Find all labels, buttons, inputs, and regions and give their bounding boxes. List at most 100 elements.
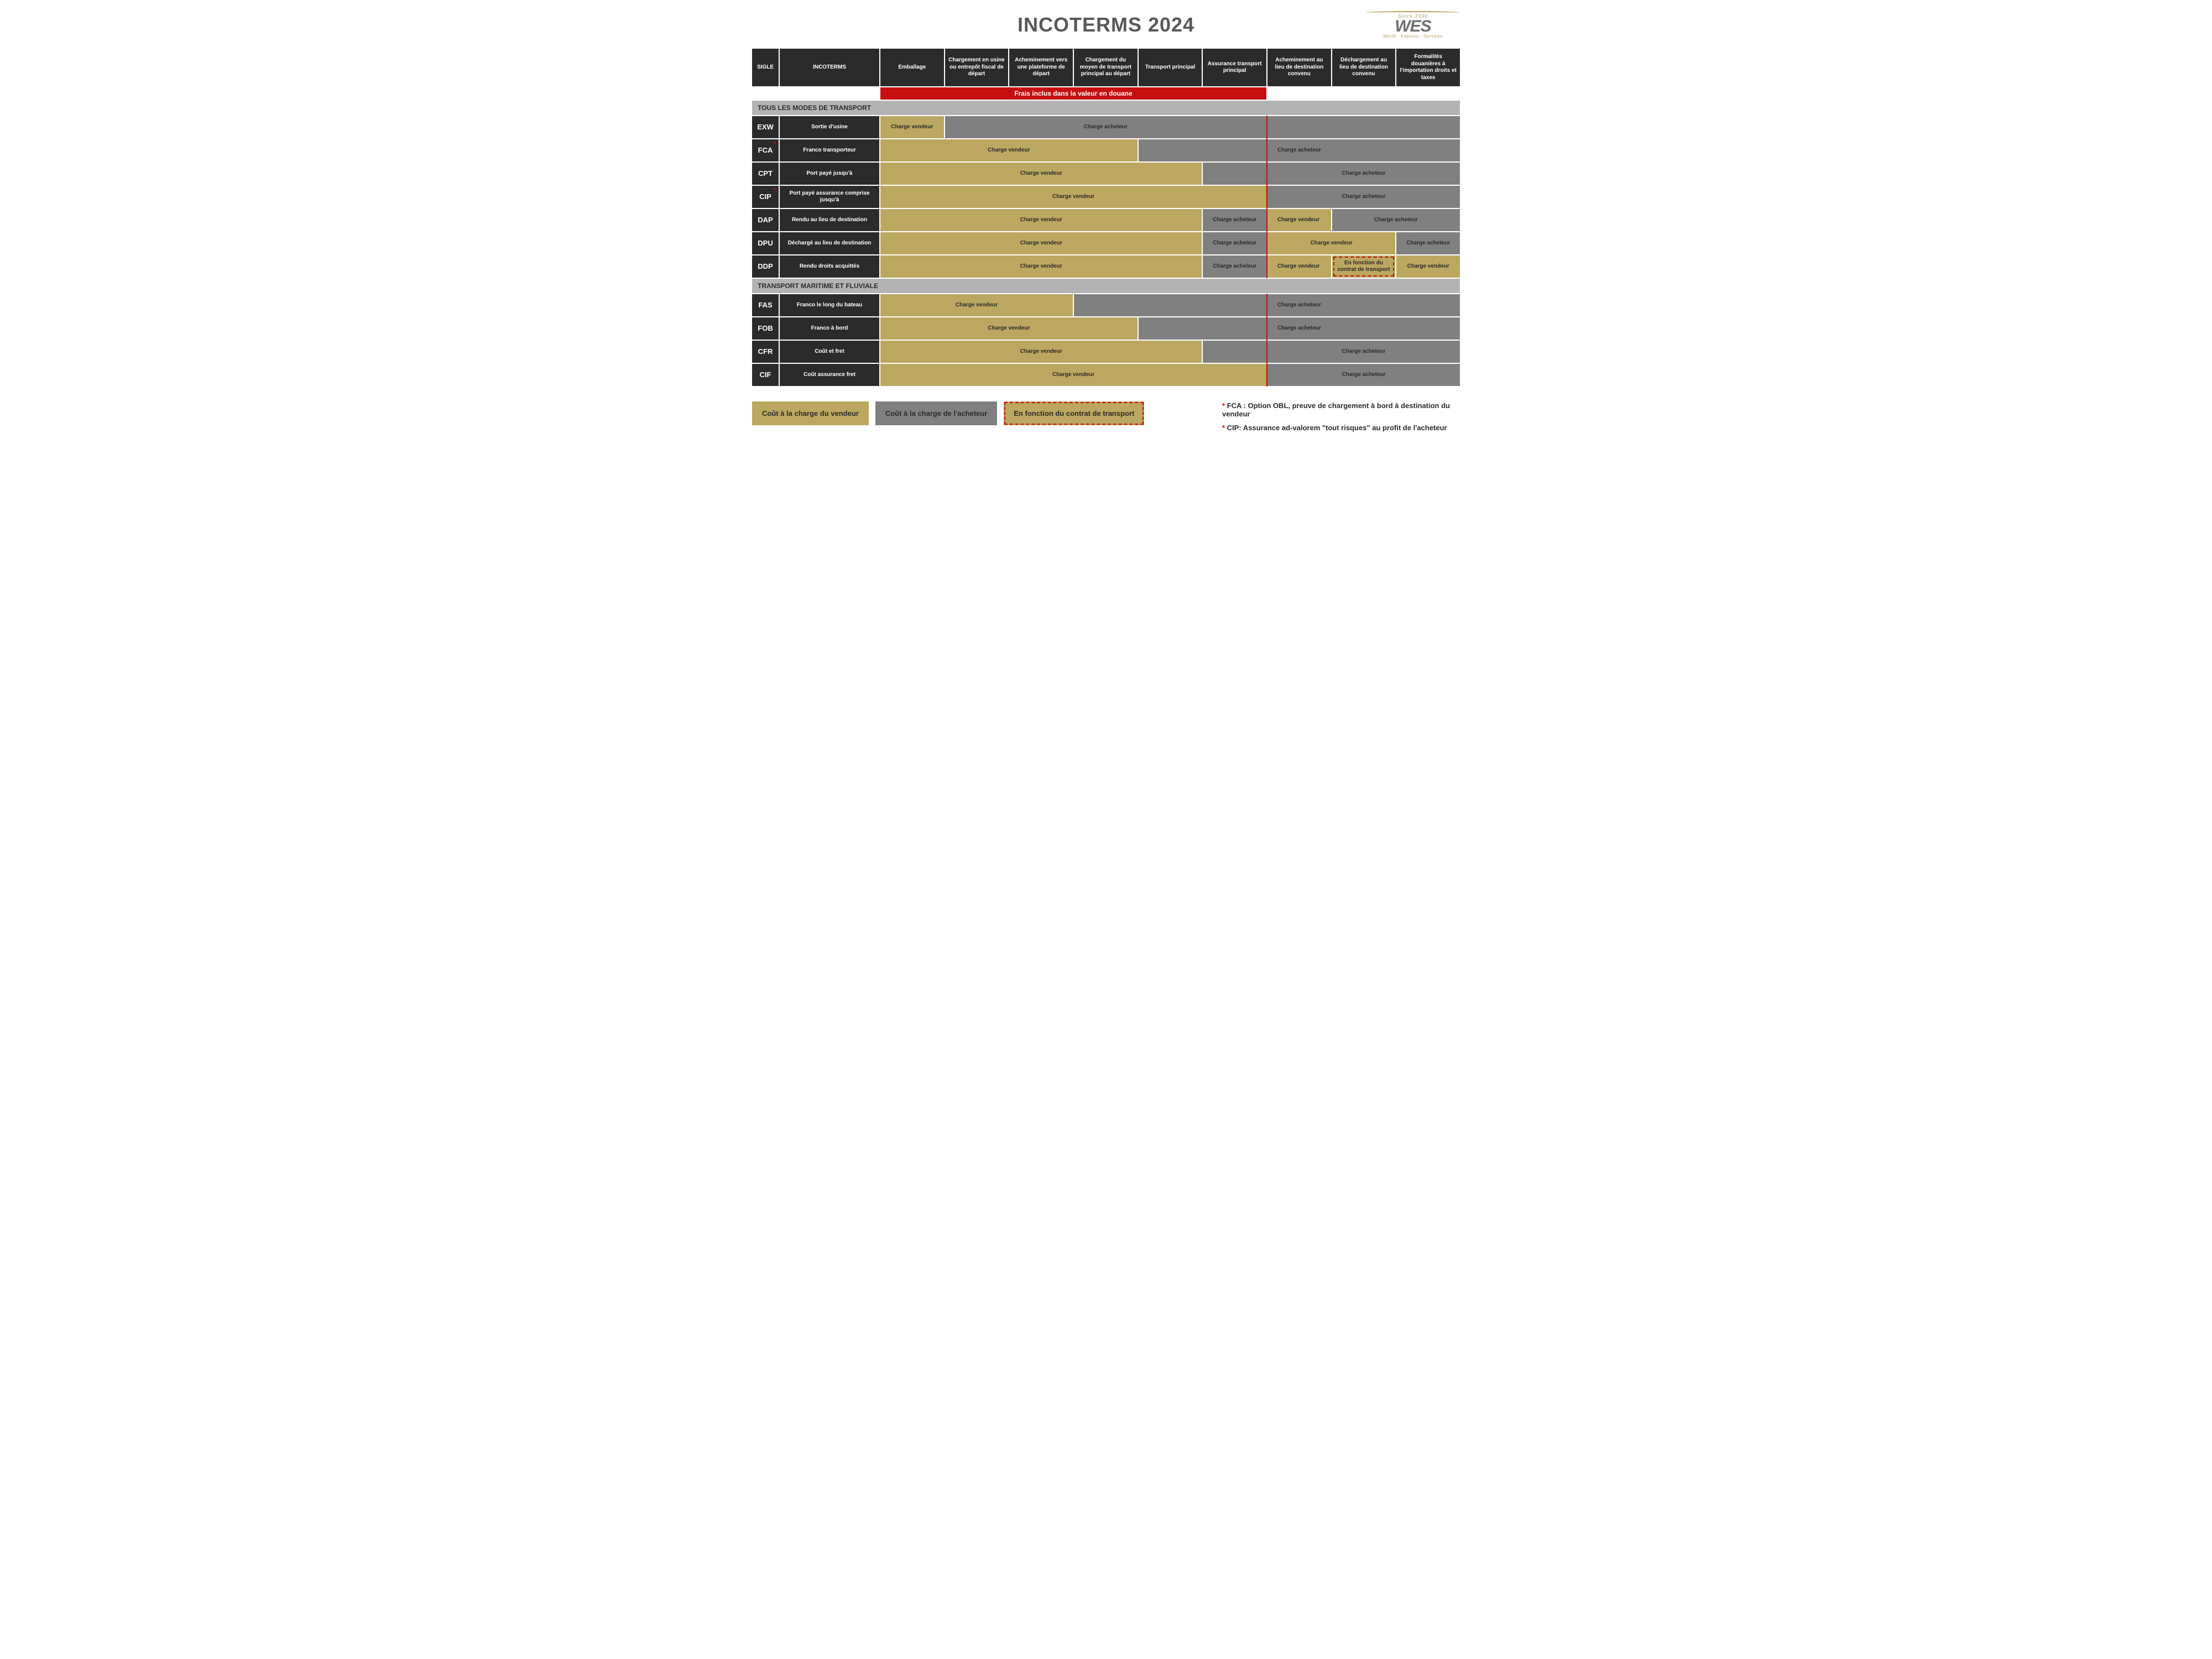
- sigle-fas: FAS: [752, 294, 779, 316]
- exw-c1: Charge vendeur: [880, 116, 944, 138]
- term-cif: Coût assurance fret: [780, 364, 879, 386]
- cip-c7-9: Charge acheteur: [1267, 186, 1460, 208]
- cfr-c1-5: Charge vendeur: [880, 341, 1202, 363]
- asterisk-icon: *: [1222, 424, 1227, 432]
- sigle-fca: FCA*: [752, 139, 779, 161]
- term-fas: Franco le long du bateau: [780, 294, 879, 316]
- term-exw: Sortie d'usine: [780, 116, 879, 138]
- sigle-exw: EXW: [752, 116, 779, 138]
- footnote-fca: FCA : Option OBL, preuve de chargement à…: [1222, 401, 1450, 418]
- term-cip: Port payé assurance comprise jusqu'à: [780, 186, 879, 208]
- ddp-c6: Charge acheteur: [1203, 255, 1266, 278]
- sigle-text: CIP: [759, 192, 771, 201]
- col-sigle: SIGLE: [752, 49, 779, 86]
- spacer: [1267, 87, 1460, 100]
- term-fca: Franco transporteur: [780, 139, 879, 161]
- sigle-text: CPT: [758, 169, 773, 178]
- star-icon: *: [774, 140, 776, 148]
- col-c8: Déchargement au lieu de destination conv…: [1332, 49, 1396, 86]
- fca-c7-9: Charge acheteur: [1267, 139, 1460, 161]
- sigle-cip: CIP*: [752, 186, 779, 208]
- sigle-text: DDP: [758, 262, 773, 271]
- ddp-c1-5: Charge vendeur: [880, 255, 1202, 278]
- legend: Coût à la charge du vendeur Coût à la ch…: [752, 401, 1460, 437]
- dpu-c9: Charge acheteur: [1396, 232, 1460, 254]
- spacer: [752, 87, 879, 100]
- term-cpt: Port payé jusqu'à: [780, 163, 879, 185]
- sigle-ddp: DDP: [752, 255, 779, 278]
- fas-c7-9: Charge acheteur: [1267, 294, 1460, 316]
- dap-c6: Charge acheteur: [1203, 209, 1266, 231]
- sigle-text: DAP: [758, 216, 773, 225]
- fas-c4-6: [1074, 294, 1266, 316]
- section-all-modes: TOUS LES MODES DE TRANSPORT: [752, 101, 1460, 115]
- dpu-c7-8: Charge vendeur: [1267, 232, 1395, 254]
- term-fob: Franco à bord: [780, 317, 879, 340]
- cpt-c7-9: Charge acheteur: [1267, 163, 1460, 185]
- col-c9: Formalités douanières à l'importation dr…: [1396, 49, 1460, 86]
- cpt-c6: [1203, 163, 1266, 185]
- asterisk-icon: *: [1222, 401, 1227, 410]
- dap-c7: Charge vendeur: [1267, 209, 1331, 231]
- fob-c1-4: Charge vendeur: [880, 317, 1138, 340]
- star-icon: *: [774, 186, 776, 195]
- sigle-cpt: CPT: [752, 163, 779, 185]
- sigle-text: FAS: [758, 301, 772, 310]
- term-dap: Rendu au lieu de destination: [780, 209, 879, 231]
- dap-c8-9: Charge acheteur: [1332, 209, 1460, 231]
- footnotes: * FCA : Option OBL, preuve de chargement…: [1222, 401, 1460, 437]
- col-c1: Emballage: [880, 49, 944, 86]
- col-c5: Transport principal: [1139, 49, 1202, 86]
- sigle-text: CIF: [760, 371, 771, 379]
- sigle-fob: FOB: [752, 317, 779, 340]
- dpu-c1-5: Charge vendeur: [880, 232, 1202, 254]
- logo-name: WES: [1366, 19, 1460, 34]
- sigle-cfr: CFR: [752, 341, 779, 363]
- fob-c7-9: Charge acheteur: [1267, 317, 1460, 340]
- logo: Since 1996 WES World · Express · Service…: [1366, 11, 1460, 39]
- legend-contrat: En fonction du contrat de transport: [1004, 401, 1144, 425]
- cif-c7-9: Charge acheteur: [1267, 364, 1460, 386]
- col-c7: Acheminement au lieu de destination conv…: [1267, 49, 1331, 86]
- sigle-text: FOB: [758, 324, 773, 333]
- cip-c1-6: Charge vendeur: [880, 186, 1266, 208]
- cfr-c7-9: Charge acheteur: [1267, 341, 1460, 363]
- col-c3: Acheminement vers une plateforme de dépa…: [1009, 49, 1073, 86]
- term-cfr: Coût et fret: [780, 341, 879, 363]
- cif-c1-6: Charge vendeur: [880, 364, 1266, 386]
- dpu-c6: Charge acheteur: [1203, 232, 1266, 254]
- col-c2: Chargement en usine ou entrepôt fiscal d…: [945, 49, 1009, 86]
- col-incoterms: INCOTERMS: [780, 49, 879, 86]
- page: INCOTERMS 2024 Since 1996 WES World · Ex…: [752, 11, 1460, 437]
- ddp-c8: En fonction du contrat de transport: [1332, 255, 1396, 278]
- cpt-c1-5: Charge vendeur: [880, 163, 1202, 185]
- sigle-text: DPU: [758, 239, 773, 248]
- sigle-text: CFR: [758, 347, 773, 356]
- footnote-cip: CIP: Assurance ad-valorem "tout risques"…: [1227, 424, 1447, 432]
- dap-c1-5: Charge vendeur: [880, 209, 1202, 231]
- fob-c5-6: [1139, 317, 1266, 340]
- incoterms-grid: SIGLE INCOTERMS Emballage Chargement en …: [752, 49, 1460, 386]
- fca-c1-4: Charge vendeur: [880, 139, 1138, 161]
- fas-c1-3: Charge vendeur: [880, 294, 1073, 316]
- header: INCOTERMS 2024 Since 1996 WES World · Ex…: [752, 11, 1460, 39]
- col-c6: Assurance transport principal: [1203, 49, 1266, 86]
- cfr-c6: [1203, 341, 1266, 363]
- sigle-text: EXW: [757, 123, 774, 132]
- term-dpu: Déchargé au lieu de destination: [780, 232, 879, 254]
- sigle-dpu: DPU: [752, 232, 779, 254]
- col-c4: Chargement du moyen de transport princip…: [1074, 49, 1138, 86]
- exw-c2-6: Charge acheteur: [945, 116, 1266, 138]
- logo-tagline: World · Express · Services: [1366, 34, 1460, 39]
- legend-vendeur: Coût à la charge du vendeur: [752, 401, 869, 425]
- sigle-cif: CIF: [752, 364, 779, 386]
- ddp-c7: Charge vendeur: [1267, 255, 1331, 278]
- sigle-dap: DAP: [752, 209, 779, 231]
- fca-c5-6: [1139, 139, 1266, 161]
- ddp-c9: Charge vendeur: [1396, 255, 1460, 278]
- section-maritime: TRANSPORT MARITIME ET FLUVIALE: [752, 279, 1460, 293]
- term-ddp: Rendu droits acquittés: [780, 255, 879, 278]
- page-title: INCOTERMS 2024: [846, 13, 1366, 36]
- exw-c7-9: [1267, 116, 1460, 138]
- sigle-text: FCA: [758, 146, 773, 155]
